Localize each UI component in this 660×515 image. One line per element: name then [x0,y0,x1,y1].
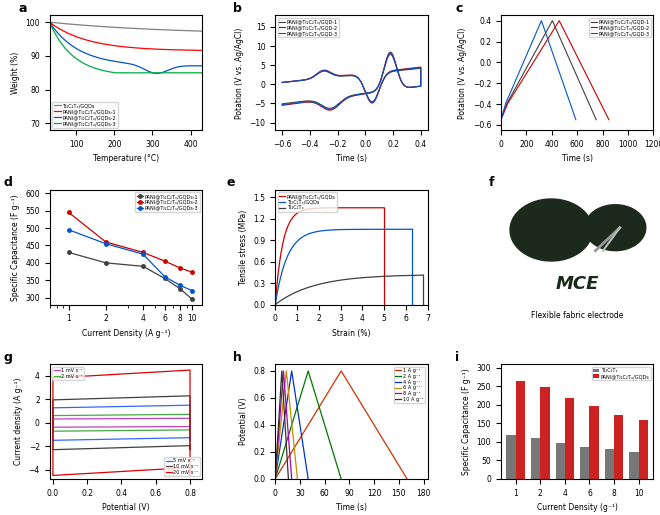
2 A g⁻¹ [271,476,279,482]
10 A g⁻¹ [271,476,279,482]
4 A g⁻¹ [288,368,296,374]
PANI@Ti₂C₂Tₓ/GQDs-1 [161,276,169,282]
Text: Flexible fabric electrode: Flexible fabric electrode [531,312,623,320]
10 A g⁻¹ [278,368,286,374]
4 A g⁻¹ [304,476,312,482]
Polygon shape [510,199,593,261]
Bar [515,381,525,479]
Line: PANI@Ti₂C₂Tₓ/GQDs-2: PANI@Ti₂C₂Tₓ/GQDs-2 [67,211,194,274]
Bar [506,435,515,479]
Y-axis label: Specific Capacitance (F g⁻¹): Specific Capacitance (F g⁻¹) [462,368,471,475]
2 A g⁻¹ [337,476,345,482]
10 A g⁻¹ [284,476,292,482]
1 A g⁻¹ [271,476,279,482]
Legend: Ti₂C₂Tₓ/GQDs, PANI@Ti₂C₂Tₓ/GQDs-1, PANI@Ti₂C₂Tₓ/GQDs-2, PANI@Ti₂C₂Tₓ/GQDs-3: Ti₂C₂Tₓ/GQDs, PANI@Ti₂C₂Tₓ/GQDs-1, PANI@… [52,101,117,128]
Text: c: c [455,2,463,15]
X-axis label: Potential (V): Potential (V) [102,503,150,512]
X-axis label: Current Density (A g⁻¹): Current Density (A g⁻¹) [81,329,170,338]
Text: MCE: MCE [556,275,599,293]
PANI@Ti₂C₂Tₓ/GQDs-2 [65,209,73,215]
8 A g⁻¹ [279,368,287,374]
Text: a: a [19,2,28,15]
Line: 4 A g⁻¹: 4 A g⁻¹ [275,371,308,479]
PANI@Ti₂C₂Tₓ/GQDs-2 [139,249,147,255]
Line: 10 A g⁻¹: 10 A g⁻¹ [275,371,288,479]
X-axis label: Time (s): Time (s) [562,154,593,163]
Bar [565,398,574,479]
X-axis label: Strain (%): Strain (%) [332,329,371,338]
PANI@Ti₂C₂Tₓ/GQDs-1 [188,296,196,302]
Legend: 5 mV s⁻¹, 10 mV s⁻¹, 20 mV s⁻¹: 5 mV s⁻¹, 10 mV s⁻¹, 20 mV s⁻¹ [164,457,199,476]
PANI@Ti₂C₂Tₓ/GQDs-3 [176,282,184,288]
PANI@Ti₂C₂Tₓ/GQDs-3 [161,273,169,280]
Bar [531,438,541,479]
Text: i: i [455,351,459,364]
Bar [541,387,550,479]
Legend: PANI@Ti₂C₂Tₓ/GQD-1, PANI@Ti₂C₂Tₓ/GQD-2, PANI@Ti₂C₂Tₓ/GQD-3: PANI@Ti₂C₂Tₓ/GQD-1, PANI@Ti₂C₂Tₓ/GQD-2, … [589,18,651,38]
6 A g⁻¹ [282,368,290,374]
Y-axis label: Potation (V vs. Ag/AgCl): Potation (V vs. Ag/AgCl) [235,27,244,118]
PANI@Ti₂C₂Tₓ/GQDs-2 [188,269,196,276]
4 A g⁻¹ [271,476,279,482]
Text: g: g [4,351,13,364]
Bar [589,406,599,479]
Line: PANI@Ti₂C₂Tₓ/GQDs-3: PANI@Ti₂C₂Tₓ/GQDs-3 [67,228,194,293]
Text: e: e [226,177,235,190]
Legend: PANI@Ti₂C₂Tₓ/GQD-1, PANI@Ti₂C₂Tₓ/GQD-2, PANI@Ti₂C₂Tₓ/GQD-3: PANI@Ti₂C₂Tₓ/GQD-1, PANI@Ti₂C₂Tₓ/GQD-2, … [278,18,339,38]
Legend: 1 A g⁻¹, 2 A g⁻¹, 4 A g⁻¹, 6 A g⁻¹, 8 A g⁻¹, 10 A g⁻¹: 1 A g⁻¹, 2 A g⁻¹, 4 A g⁻¹, 6 A g⁻¹, 8 A … [394,367,425,403]
PANI@Ti₂C₂Tₓ/GQDs-2 [102,239,110,245]
Line: PANI@Ti₂C₂Tₓ/GQDs-1: PANI@Ti₂C₂Tₓ/GQDs-1 [67,251,194,301]
Legend: PANI@Ti₂C₂Tₓ/GQDs-1, PANI@Ti₂C₂Tₓ/GQDs-2, PANI@Ti₂C₂Tₓ/GQDs-3: PANI@Ti₂C₂Tₓ/GQDs-1, PANI@Ti₂C₂Tₓ/GQDs-2… [135,192,199,212]
Text: h: h [232,351,242,364]
X-axis label: Time (s): Time (s) [336,503,367,512]
Line: 8 A g⁻¹: 8 A g⁻¹ [275,371,292,479]
1 A g⁻¹ [337,368,345,374]
X-axis label: Current Density (g⁻¹): Current Density (g⁻¹) [537,503,618,512]
Y-axis label: Potential (V): Potential (V) [239,398,248,445]
PANI@Ti₂C₂Tₓ/GQDs-3 [65,227,73,233]
Line: 1 A g⁻¹: 1 A g⁻¹ [275,371,407,479]
Y-axis label: Tensile stress (MPa): Tensile stress (MPa) [239,210,248,285]
Y-axis label: Weight (%): Weight (%) [11,52,20,94]
Line: 2 A g⁻¹: 2 A g⁻¹ [275,371,341,479]
Line: 6 A g⁻¹: 6 A g⁻¹ [275,371,298,479]
Bar [605,450,614,479]
Legend: Ti₂C₂Tₓ, PANI@Ti₂C₂Tₓ/GQDs: Ti₂C₂Tₓ, PANI@Ti₂C₂Tₓ/GQDs [591,367,651,381]
8 A g⁻¹ [271,476,279,482]
Bar [580,447,589,479]
Bar [614,415,624,479]
2 A g⁻¹ [304,368,312,374]
6 A g⁻¹ [271,476,279,482]
6 A g⁻¹ [294,476,302,482]
PANI@Ti₂C₂Tₓ/GQDs-2 [161,258,169,264]
PANI@Ti₂C₂Tₓ/GQDs-1 [102,260,110,266]
Text: f: f [488,177,494,190]
1 A g⁻¹ [403,476,411,482]
PANI@Ti₂C₂Tₓ/GQDs-1 [176,286,184,292]
PANI@Ti₂C₂Tₓ/GQDs-3 [102,241,110,247]
Bar [556,443,565,479]
PANI@Ti₂C₂Tₓ/GQDs-1 [65,249,73,255]
Legend: PANI@Ti₂C₂Tₓ/GQDs, Ti₂C₂Tₓ/GQDs, Ti₂C₂Tₓ: PANI@Ti₂C₂Tₓ/GQDs, Ti₂C₂Tₓ/GQDs, Ti₂C₂Tₓ [278,192,337,212]
PANI@Ti₂C₂Tₓ/GQDs-2 [176,265,184,271]
X-axis label: Temperature (°C): Temperature (°C) [92,154,159,163]
PANI@Ti₂C₂Tₓ/GQDs-3 [139,251,147,258]
Text: d: d [4,177,13,190]
Bar [639,420,648,479]
Bar [629,452,639,479]
PANI@Ti₂C₂Tₓ/GQDs-1 [139,263,147,269]
Text: b: b [232,2,242,15]
Y-axis label: Potation (V vs. Ag/AgCl): Potation (V vs. Ag/AgCl) [458,27,467,118]
Y-axis label: Current density (A g⁻¹): Current density (A g⁻¹) [14,378,23,466]
Polygon shape [585,205,645,251]
8 A g⁻¹ [288,476,296,482]
PANI@Ti₂C₂Tₓ/GQDs-3 [188,287,196,294]
Y-axis label: Specific Capacitance (F g⁻¹): Specific Capacitance (F g⁻¹) [11,194,20,301]
X-axis label: Time (s): Time (s) [336,154,367,163]
